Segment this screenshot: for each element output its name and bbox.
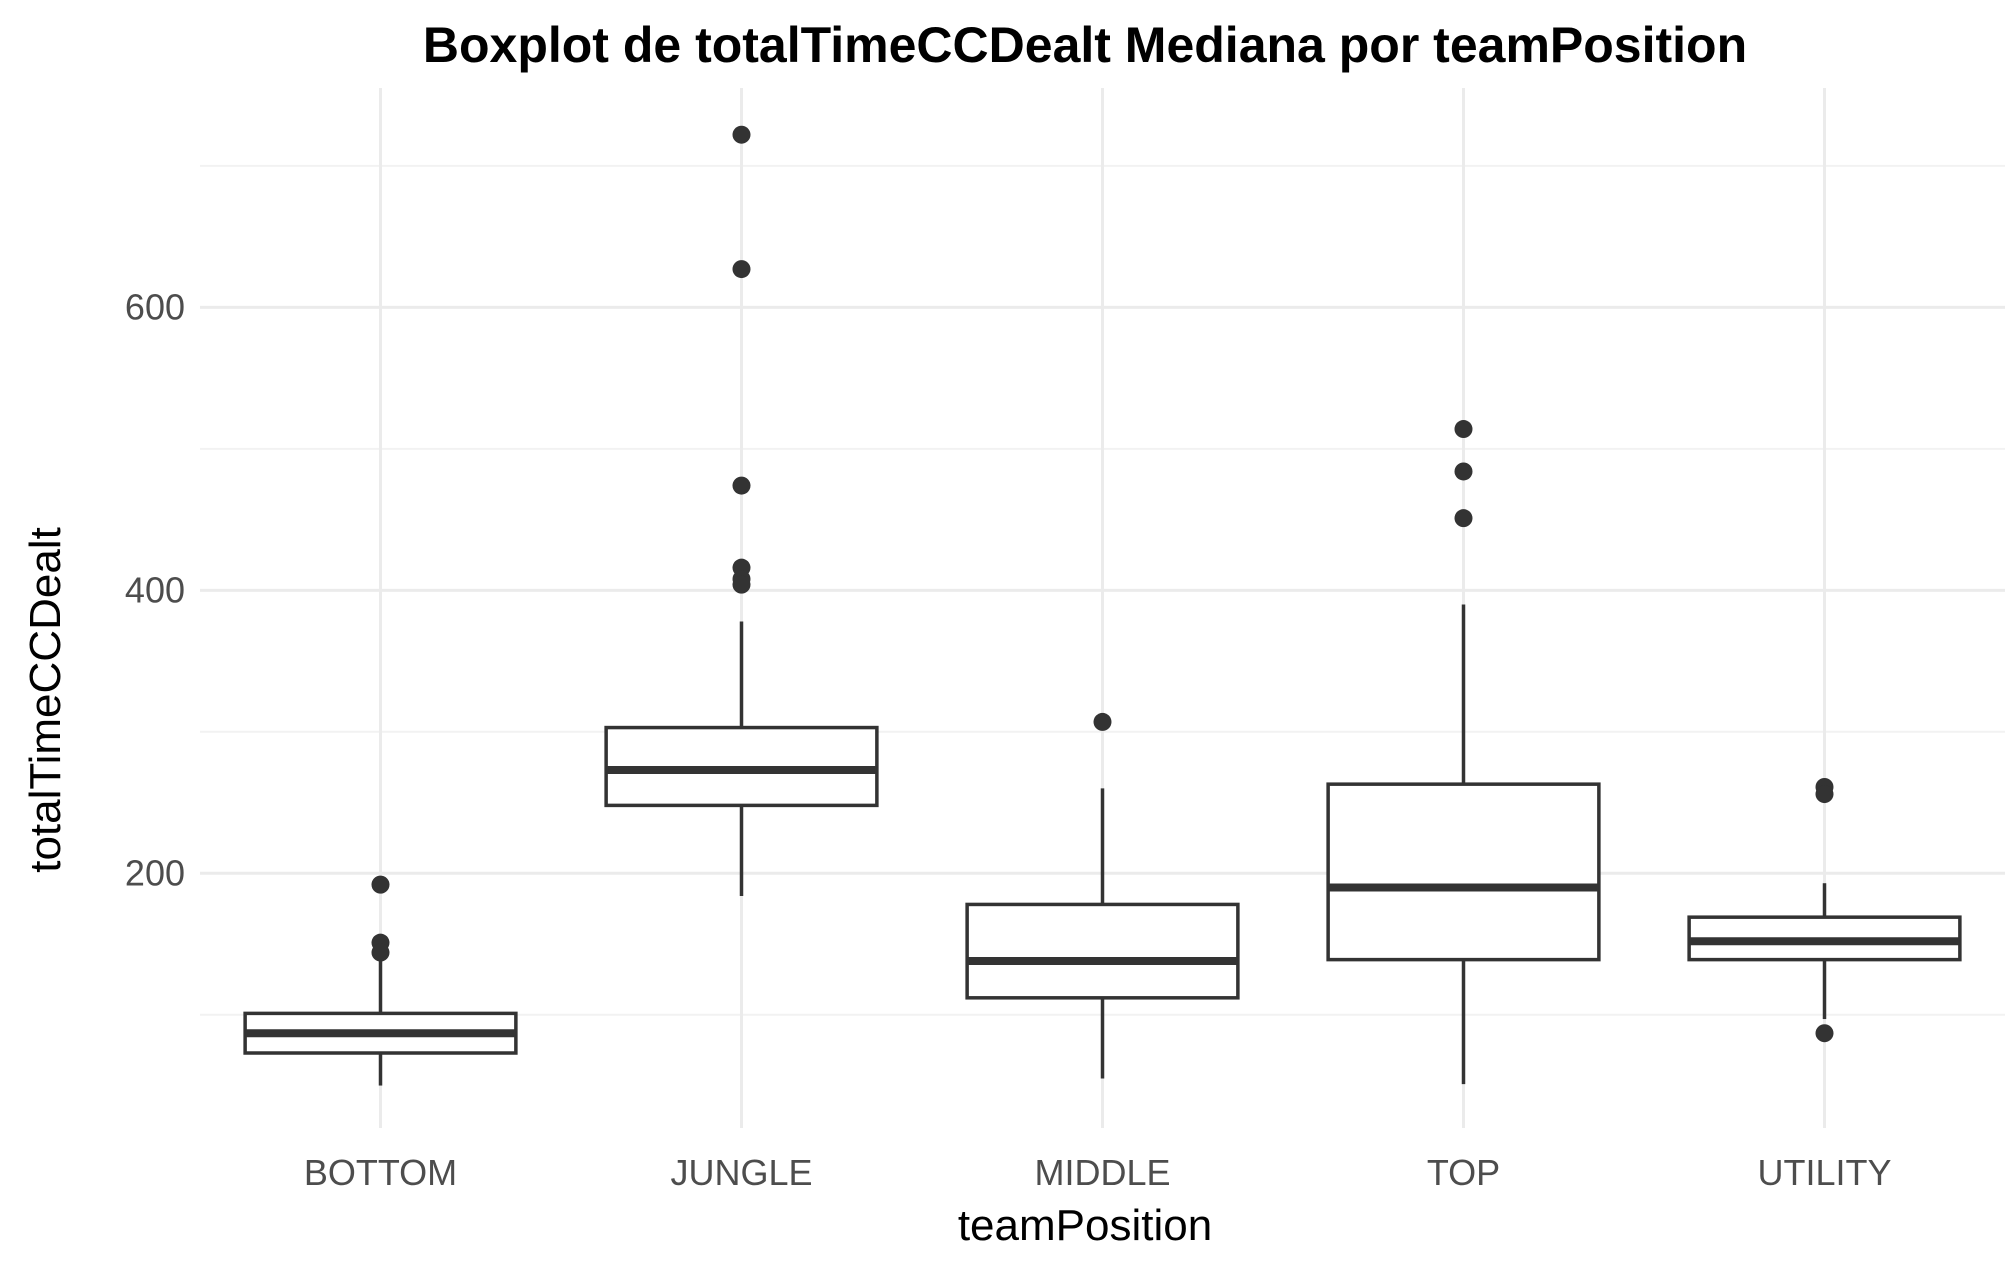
- outlier-point: [732, 260, 751, 279]
- outlier-point: [732, 575, 751, 594]
- y-axis-title: totalTimeCCDealt: [21, 527, 70, 873]
- box-group-jungle: [604, 125, 879, 896]
- box-group-middle: [965, 712, 1240, 1079]
- outlier-point: [1454, 509, 1473, 528]
- x-tick-label: UTILITY: [1757, 1152, 1891, 1193]
- outlier-point: [732, 476, 751, 495]
- y-tick-label: 600: [125, 286, 185, 327]
- box-group-bottom: [243, 875, 518, 1086]
- x-tick-label: MIDDLE: [1034, 1152, 1170, 1193]
- y-axis-ticks: 200 400 600: [125, 286, 185, 893]
- box: [1326, 782, 1601, 962]
- outlier-point: [1815, 785, 1834, 804]
- y-tick-label: 400: [125, 569, 185, 610]
- outlier-point: [1815, 1024, 1834, 1043]
- y-tick-label: 200: [125, 852, 185, 893]
- x-tick-label: TOP: [1427, 1152, 1500, 1193]
- box: [965, 902, 1240, 1000]
- outlier-point: [371, 943, 390, 962]
- outlier-point: [371, 875, 390, 894]
- outlier-point: [1454, 420, 1473, 439]
- box-group-top: [1326, 420, 1601, 1085]
- x-tick-label: BOTTOM: [304, 1152, 457, 1193]
- x-axis-title: teamPosition: [958, 1201, 1212, 1250]
- outlier-point: [1093, 712, 1112, 731]
- chart-title: Boxplot de totalTimeCCDealt Mediana por …: [423, 17, 1747, 73]
- x-axis-ticks: BOTTOM JUNGLE MIDDLE TOP UTILITY: [304, 1152, 1892, 1193]
- x-tick-label: JUNGLE: [670, 1152, 812, 1193]
- outlier-point: [732, 125, 751, 144]
- box-group-utility: [1687, 777, 1962, 1043]
- outlier-point: [1454, 462, 1473, 481]
- boxes-layer: [243, 125, 1962, 1086]
